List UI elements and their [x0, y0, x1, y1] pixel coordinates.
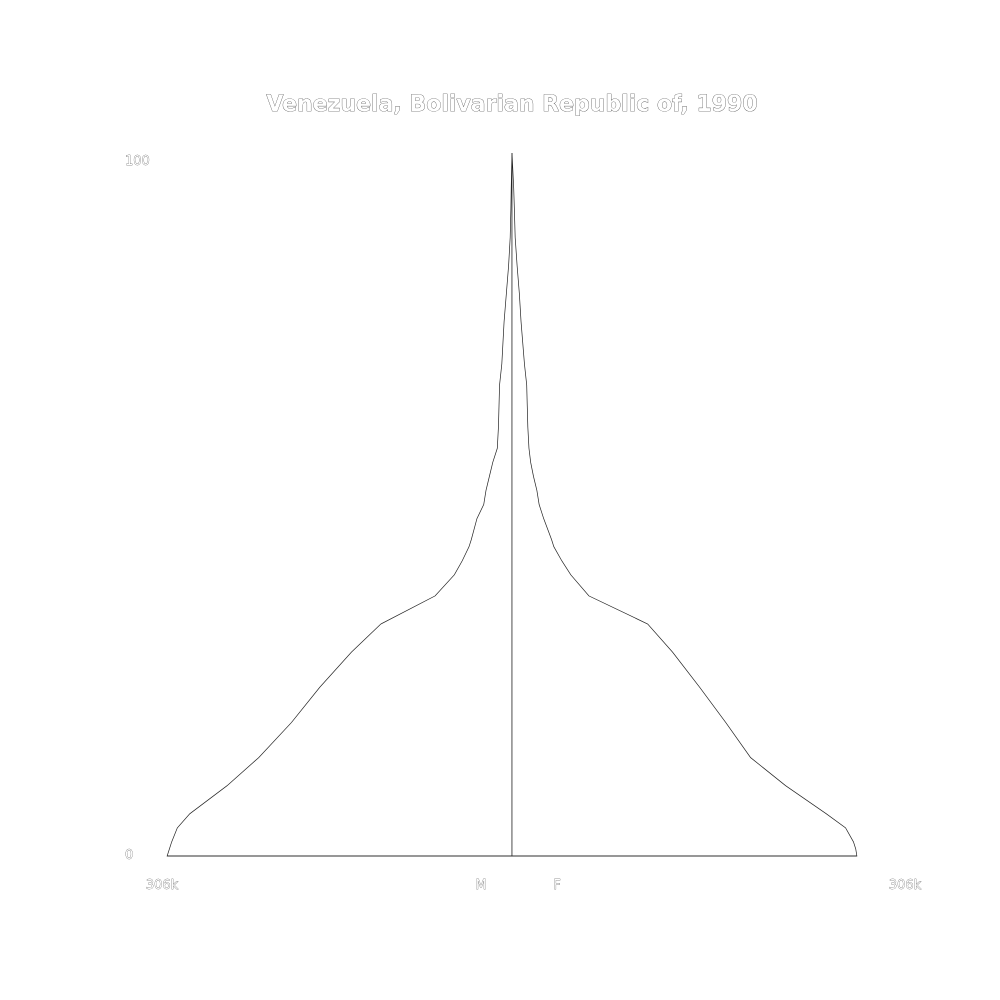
female-population-area: [511, 152, 858, 857]
x-tick-label-right: 306k: [889, 878, 922, 893]
y-tick-label-max: 100: [125, 154, 150, 169]
chart-title: Venezuela, Bolivarian Republic of, 1990: [266, 92, 757, 117]
male-population-area: [166, 152, 513, 857]
x-tick-label-left: 306k: [146, 878, 179, 893]
male-side-label: M: [475, 878, 486, 893]
female-side-label: F: [553, 878, 560, 893]
y-tick-label-min: 0: [125, 848, 133, 863]
